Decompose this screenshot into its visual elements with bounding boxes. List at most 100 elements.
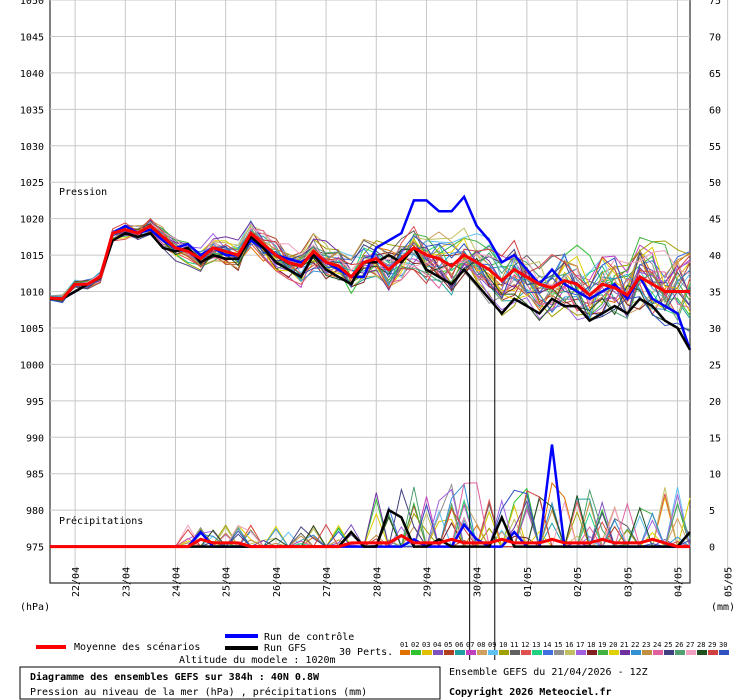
pert-number: 15 — [554, 641, 562, 649]
pert-swatch — [433, 650, 443, 655]
run-info: Ensemble GEFS du 21/04/2026 - 12Z — [449, 667, 648, 678]
left-tick-label: 985 — [26, 470, 44, 481]
pert-swatch — [664, 650, 674, 655]
legend-control-label: Run de contrôle — [264, 631, 354, 643]
series-pressure-line — [50, 194, 692, 351]
x-tick-label: 24/04 — [171, 567, 182, 597]
left-tick-label: 990 — [26, 433, 44, 444]
pert-number: 06 — [455, 641, 463, 649]
x-tick-label: 03/05 — [623, 567, 634, 597]
perturbation-legend: 01 02 03 04 05 06 07 08 09 10 11 12 13 14 15 16 17 18 19 20… — [400, 641, 729, 655]
right-tick-label: 40 — [709, 251, 721, 262]
right-tick-label: 5 — [709, 506, 715, 517]
pert-swatch — [708, 650, 718, 655]
member-pressure-line — [49, 224, 691, 333]
x-tick-label: 02/05 — [573, 567, 584, 597]
left-tick-label: 1005 — [20, 324, 44, 335]
pert-swatch — [686, 650, 696, 655]
pert-swatch — [598, 650, 608, 655]
pert-swatch — [554, 650, 564, 655]
member-pressure-line — [49, 222, 691, 315]
chart-grid — [49, 0, 729, 584]
pert-number: 24 — [653, 641, 661, 649]
series-precip-line — [50, 533, 690, 549]
pert-number: 27 — [686, 641, 694, 649]
pert-number: 29 — [708, 641, 716, 649]
precip-annotation: Précipitations — [59, 515, 143, 527]
x-tick-label: 26/04 — [272, 567, 283, 597]
pert-swatch — [587, 650, 597, 655]
left-axis-unit: (hPa) — [20, 602, 50, 613]
left-tick-label: 1040 — [20, 69, 44, 80]
pert-number: 01 — [400, 641, 408, 649]
vertical-markers — [469, 276, 496, 660]
pert-swatch — [411, 650, 421, 655]
right-tick-label: 10 — [709, 470, 721, 481]
pert-swatch — [543, 650, 553, 655]
x-tick-label: 01/05 — [523, 567, 534, 597]
left-tick-label: 995 — [26, 397, 44, 408]
left-axis-ticks: 1050 1045 1040 1035 1030 1025 1020 1015 1010 1005… — [20, 0, 44, 554]
right-tick-label: 50 — [709, 178, 721, 189]
right-tick-label: 15 — [709, 433, 721, 444]
right-tick-label: 55 — [709, 142, 721, 153]
pert-number: 25 — [664, 641, 672, 649]
x-tick-label: 05/05 — [724, 567, 735, 597]
pert-number: 28 — [697, 641, 705, 649]
pert-number: 18 — [587, 641, 595, 649]
footer-title: Diagramme des ensembles GEFS sur 384h : … — [30, 671, 320, 683]
copyright: Copyright 2026 Meteociel.fr — [449, 686, 612, 698]
pression-annotation: Pression — [59, 187, 107, 198]
pert-number: 10 — [499, 641, 507, 649]
pert-number: 17 — [576, 641, 584, 649]
pert-swatch — [719, 650, 729, 655]
x-tick-label: 04/05 — [673, 567, 684, 597]
left-tick-label: 1045 — [20, 32, 44, 43]
left-tick-label: 1050 — [20, 0, 44, 7]
left-tick-label: 980 — [26, 506, 44, 517]
pert-number: 03 — [422, 641, 430, 649]
pert-number: 13 — [532, 641, 540, 649]
pert-number: 16 — [565, 641, 573, 649]
x-tick-label: 29/04 — [422, 567, 433, 597]
x-tick-label: 22/04 — [71, 567, 82, 597]
pert-swatch — [642, 650, 652, 655]
pert-swatch — [466, 650, 476, 655]
pert-number: 05 — [444, 641, 452, 649]
pert-number: 23 — [642, 641, 650, 649]
right-tick-label: 30 — [709, 324, 721, 335]
right-tick-label: 75 — [709, 0, 721, 7]
pert-swatch — [521, 650, 531, 655]
left-tick-label: 1025 — [20, 178, 44, 189]
pert-number: 11 — [510, 641, 518, 649]
altitude-label: Altitude du modele : 1020m — [179, 655, 336, 666]
pert-swatch — [477, 650, 487, 655]
footer-box — [19, 666, 441, 700]
right-tick-label: 45 — [709, 215, 721, 226]
x-tick-label: 27/04 — [322, 567, 333, 597]
pert-number: 19 — [598, 641, 606, 649]
legend-gfs-label: Run GFS — [264, 643, 306, 654]
left-tick-label: 1020 — [20, 215, 44, 226]
pert-swatch — [631, 650, 641, 655]
x-tick-label: 30/04 — [473, 567, 484, 597]
pert-number: 02 — [411, 641, 419, 649]
left-tick-label: 1000 — [20, 360, 44, 371]
right-tick-label: 35 — [709, 288, 721, 299]
pert-swatch — [565, 650, 575, 655]
pert-swatch — [576, 650, 586, 655]
x-axis-labels: 22/04 23/04 24/04 25/04 26/04 27/04 28/04 29/04… — [71, 567, 735, 597]
pert-number: 26 — [675, 641, 683, 649]
pert-swatch — [444, 650, 454, 655]
pert-swatch — [499, 650, 509, 655]
pert-number: 14 — [543, 641, 551, 649]
right-tick-label: 25 — [709, 360, 721, 371]
left-tick-label: 1030 — [20, 142, 44, 153]
pert-swatch — [422, 650, 432, 655]
pert-swatch — [675, 650, 685, 655]
pert-number: 21 — [620, 641, 628, 649]
right-tick-label: 70 — [709, 32, 721, 43]
ensemble-members — [49, 217, 691, 549]
footer-subtitle: Pression au niveau de la mer (hPa) , pré… — [30, 686, 367, 698]
